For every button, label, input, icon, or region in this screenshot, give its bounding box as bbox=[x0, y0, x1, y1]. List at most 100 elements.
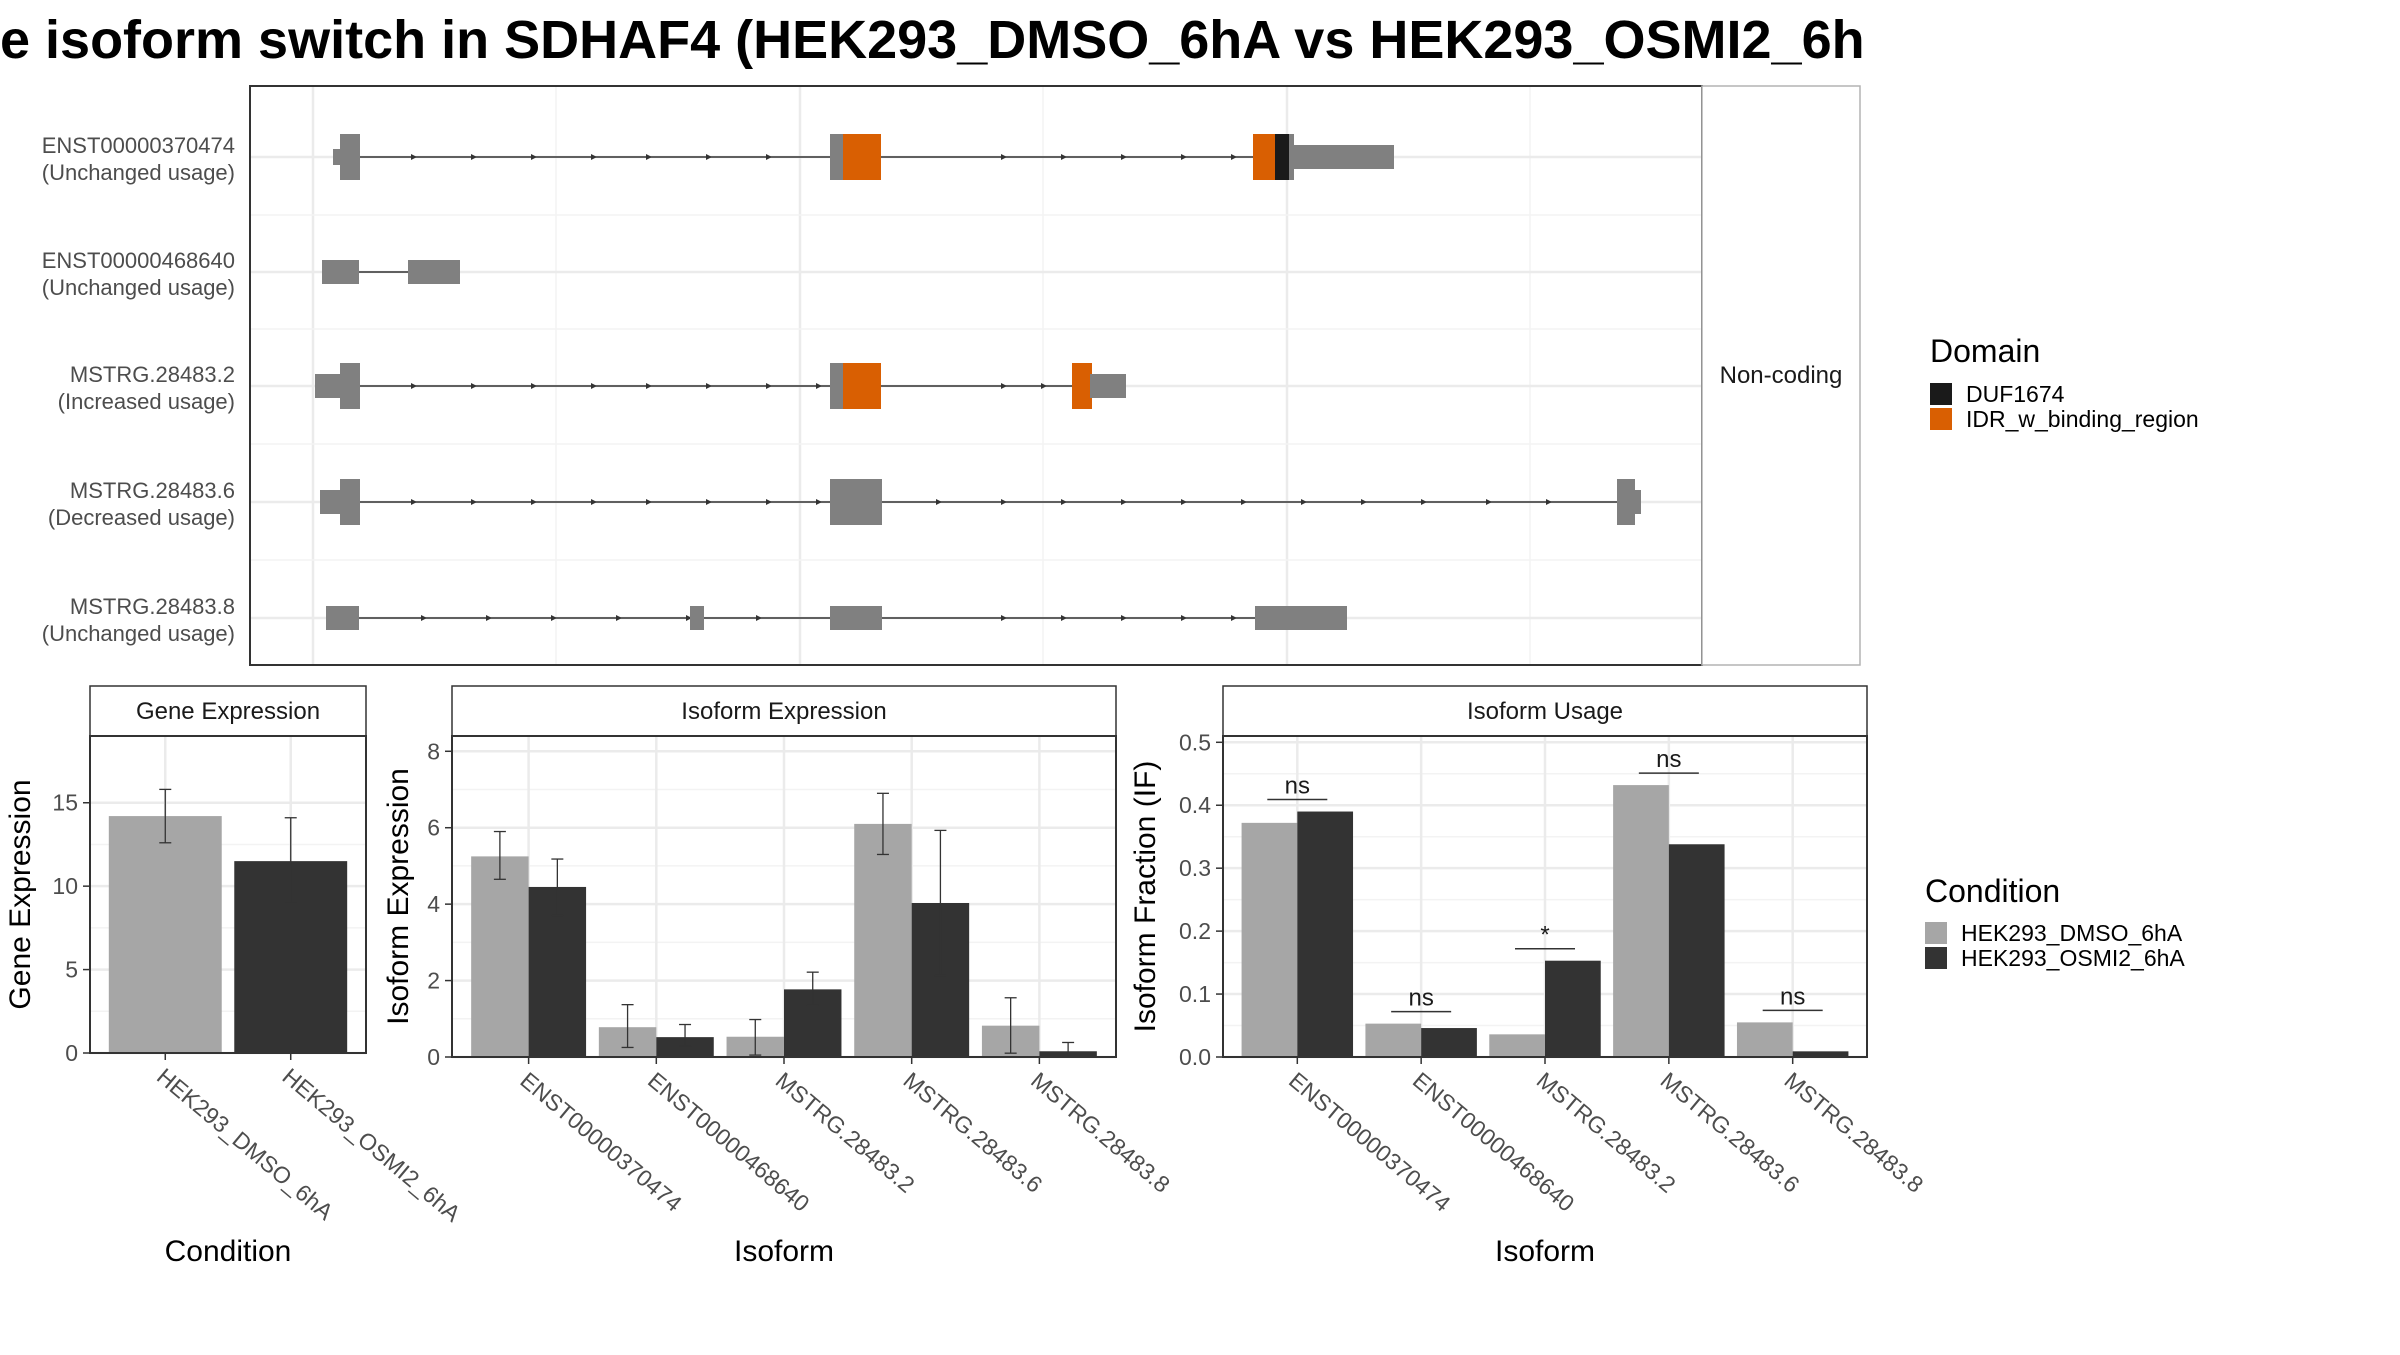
intron-arrow bbox=[766, 383, 772, 389]
condition-legend-label: HEK293_OSMI2_6hA bbox=[1961, 945, 2185, 971]
panel-title: Gene Expression bbox=[136, 698, 320, 725]
intron-arrow bbox=[706, 499, 712, 505]
panel-title: Isoform Expression bbox=[681, 698, 886, 725]
coding-exon bbox=[830, 134, 845, 180]
coding-exon bbox=[340, 363, 360, 409]
intron-arrow bbox=[1181, 499, 1187, 505]
bar bbox=[471, 856, 529, 1057]
transcript-track bbox=[322, 260, 460, 284]
intron-arrow bbox=[1361, 499, 1367, 505]
bar bbox=[1241, 822, 1298, 1057]
coding-exon bbox=[340, 134, 360, 180]
idr-domain-exon bbox=[1072, 363, 1092, 409]
intron-arrow bbox=[591, 154, 597, 160]
bar bbox=[1613, 785, 1669, 1057]
condition-legend-label: HEK293_DMSO_6hA bbox=[1961, 920, 2183, 946]
utr-exon bbox=[1255, 606, 1347, 630]
bar bbox=[1545, 960, 1601, 1057]
intron-arrow bbox=[1181, 154, 1187, 160]
bar bbox=[108, 816, 222, 1053]
transcript-structure-panel: ENST00000370474(Unchanged usage)ENST0000… bbox=[42, 85, 1861, 666]
bar bbox=[1489, 1034, 1545, 1057]
utr-exon bbox=[830, 606, 882, 630]
y-tick-label: 4 bbox=[427, 891, 440, 917]
intron-arrow bbox=[471, 383, 477, 389]
intron-arrow bbox=[1421, 499, 1427, 505]
transcript-name: MSTRG.28483.2 bbox=[70, 362, 235, 387]
intron-arrow bbox=[1061, 154, 1067, 160]
intron-arrow bbox=[591, 499, 597, 505]
transcript-usage: (Unchanged usage) bbox=[42, 621, 235, 646]
bar bbox=[1668, 844, 1725, 1057]
intron-arrow bbox=[1231, 615, 1237, 621]
domain-legend-key bbox=[1930, 383, 1952, 405]
significance-label: ns bbox=[1780, 983, 1805, 1010]
intron-arrow bbox=[616, 615, 622, 621]
domain-legend-label: IDR_w_binding_region bbox=[1966, 406, 2199, 432]
y-tick-label: 0.2 bbox=[1179, 918, 1211, 944]
intron-arrow bbox=[531, 499, 537, 505]
intron-arrow bbox=[1121, 499, 1127, 505]
facet-strip bbox=[1701, 85, 1861, 666]
utr-exon bbox=[1635, 490, 1641, 514]
coding-exon bbox=[1617, 479, 1635, 525]
idr-domain-exon bbox=[1253, 134, 1275, 180]
transcript-usage: (Decreased usage) bbox=[48, 505, 235, 530]
intron-arrow bbox=[1231, 154, 1237, 160]
intron-arrow bbox=[756, 615, 762, 621]
condition-legend-key bbox=[1925, 947, 1947, 969]
bar bbox=[1736, 1022, 1793, 1057]
domain-legend-label: DUF1674 bbox=[1966, 381, 2065, 407]
intron-arrow bbox=[706, 383, 712, 389]
intron-arrow bbox=[1486, 499, 1492, 505]
intron-arrow bbox=[421, 615, 427, 621]
utr-exon bbox=[690, 606, 704, 630]
intron-arrow bbox=[766, 154, 772, 160]
coding-exon bbox=[1289, 134, 1294, 180]
intron-arrow bbox=[1301, 499, 1307, 505]
intron-arrow bbox=[936, 499, 942, 505]
intron-arrow bbox=[1061, 615, 1067, 621]
intron-arrow bbox=[816, 383, 822, 389]
significance-label: * bbox=[1540, 922, 1549, 949]
intron-arrow bbox=[591, 383, 597, 389]
x-axis-title: Condition bbox=[165, 1235, 292, 1268]
y-tick-label: 5 bbox=[65, 957, 78, 983]
panel-plot-border bbox=[451, 735, 1117, 1058]
duf1674-domain-exon bbox=[1275, 134, 1289, 180]
utr-exon bbox=[326, 606, 359, 630]
y-axis-title: Isoform Fraction (IF) bbox=[1129, 761, 1162, 1033]
intron-arrow bbox=[646, 499, 652, 505]
intron-arrow bbox=[486, 615, 492, 621]
transcript-usage: (Increased usage) bbox=[58, 389, 235, 414]
intron-arrow bbox=[531, 383, 537, 389]
intron-arrow bbox=[1001, 383, 1007, 389]
condition-legend-key bbox=[1925, 922, 1947, 944]
y-tick-label: 0.3 bbox=[1179, 855, 1211, 881]
bar bbox=[854, 823, 912, 1057]
y-tick-label: 0.5 bbox=[1179, 729, 1211, 755]
transcript-usage: (Unchanged usage) bbox=[42, 275, 235, 300]
y-tick-label: 0 bbox=[427, 1044, 440, 1070]
coding-exon bbox=[830, 479, 882, 525]
isoform-expression-panel: Isoform Expression02468ENST00000370474EN… bbox=[382, 685, 1175, 1268]
transcript-track bbox=[320, 479, 1641, 525]
y-tick-label: 0.4 bbox=[1179, 792, 1211, 818]
utr-exon bbox=[322, 260, 359, 284]
panel-strip bbox=[1222, 685, 1868, 737]
coding-exon bbox=[830, 363, 845, 409]
coding-exon bbox=[340, 479, 360, 525]
y-tick-label: 8 bbox=[427, 738, 440, 764]
utr-exon bbox=[1294, 145, 1394, 169]
y-tick-label: 0.0 bbox=[1179, 1044, 1211, 1070]
significance-label: ns bbox=[1656, 746, 1681, 773]
bar bbox=[1365, 1023, 1422, 1057]
y-tick-label: 2 bbox=[427, 968, 440, 994]
y-tick-label: 6 bbox=[427, 815, 440, 841]
x-axis-title: Isoform bbox=[1495, 1235, 1595, 1268]
page-title: e isoform switch in SDHAF4 (HEK293_DMSO_… bbox=[0, 10, 1865, 70]
intron-arrow bbox=[471, 154, 477, 160]
intron-arrow bbox=[1061, 499, 1067, 505]
